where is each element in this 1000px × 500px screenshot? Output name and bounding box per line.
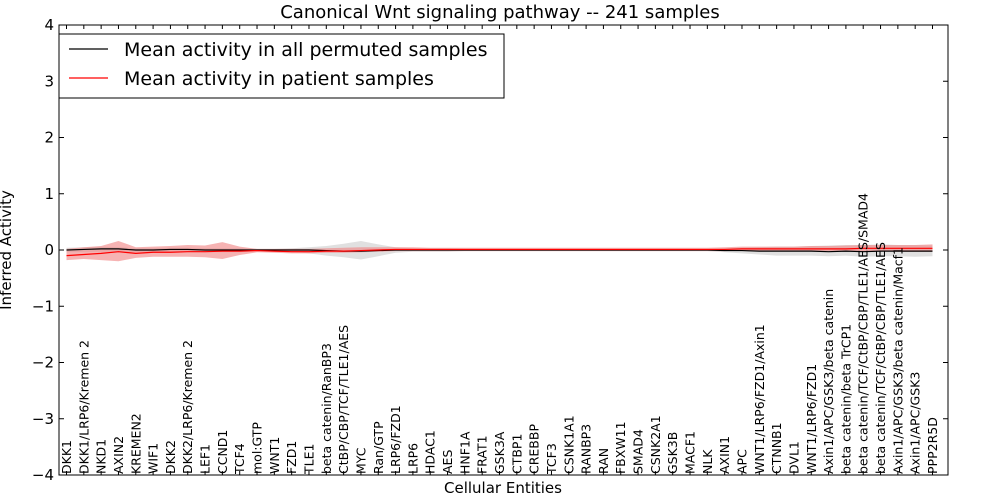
x-axis-ticks: DKK1 DKK1/LRP6/Kremen 2 NKD1 AXIN2 KREMEN2 WI… xyxy=(59,25,940,475)
x-tick-label: MACF1 xyxy=(683,431,698,474)
x-tick-label: AXIN1 xyxy=(717,436,732,474)
x-tick-label: DKK1 xyxy=(59,440,74,474)
legend-box xyxy=(58,33,505,99)
x-tick-label: FBXW11 xyxy=(613,421,628,474)
x-tick-label: HNF1A xyxy=(457,431,472,474)
x-tick-label: AXIN2 xyxy=(111,436,126,474)
x-tick-label: GSK3B xyxy=(665,432,680,474)
x-tick-label: SMAD4 xyxy=(631,429,646,474)
x-tick-label: TCF4 xyxy=(232,443,247,475)
x-tick-label: LRP6 xyxy=(405,443,420,474)
x-tick-label: CTBP1 xyxy=(509,434,524,474)
x-tick-label: RANBP3 xyxy=(579,424,594,474)
x-tick-label: HDAC1 xyxy=(423,430,438,474)
x-tick-label: WNT1 xyxy=(267,437,282,474)
x-tick-label: GSK3A xyxy=(492,431,507,474)
x-tick-label: beta catenin/TCF/CtBP/CBP/TLE1/AES/SMAD4 xyxy=(856,193,871,474)
x-tick-label: beta catenin/RanBP3 xyxy=(319,343,334,474)
x-tick-label: CSNK1A1 xyxy=(561,415,576,474)
x-tick-label: WIF1 xyxy=(146,443,161,474)
x-tick-label: FZD1 xyxy=(284,441,299,474)
x-tick-label: Axin1/APC/GSK3 xyxy=(908,372,923,474)
x-tick-label: LEF1 xyxy=(198,444,213,474)
x-tick-label: DKK2 xyxy=(163,440,178,474)
y-tick-label: 3 xyxy=(44,72,54,90)
x-tick-label: WNT1/LRP6/FZD1/Axin1 xyxy=(752,324,767,474)
x-tick-label: AES xyxy=(440,450,455,474)
x-tick-label: mol:GTP xyxy=(250,422,265,474)
y-axis-title: Inferred Activity xyxy=(0,190,15,310)
x-tick-label: KREMEN2 xyxy=(128,413,143,474)
x-tick-label: APC xyxy=(734,449,749,474)
x-tick-label: NKD1 xyxy=(94,439,109,474)
series-lines xyxy=(66,247,933,257)
x-tick-label: DKK2/LRP6/Kremen 2 xyxy=(180,340,195,474)
legend: Mean activity in all permuted samples Me… xyxy=(58,33,505,99)
x-tick-label: PPP2R5D xyxy=(925,417,940,474)
y-tick-label: 2 xyxy=(44,129,54,147)
x-tick-label: CTNNB1 xyxy=(769,422,784,474)
chart-title: Canonical Wnt signaling pathway -- 241 s… xyxy=(280,2,720,23)
x-tick-label: CCND1 xyxy=(215,430,230,474)
x-tick-label: TCF3 xyxy=(544,443,559,475)
x-tick-label: Axin1/APC/GSK3/beta catenin xyxy=(821,289,836,474)
x-tick-label: DVL1 xyxy=(786,441,801,474)
y-tick-label: 0 xyxy=(44,241,54,259)
x-tick-label: NLK xyxy=(700,449,715,474)
x-tick-label: WNT1/LRP6/FZD1 xyxy=(804,364,819,474)
y-tick-label: 1 xyxy=(44,185,54,203)
legend-entry-permuted: Mean activity in all permuted samples xyxy=(124,39,487,61)
x-tick-label: CSNK2A1 xyxy=(648,415,663,474)
legend-entry-patient: Mean activity in patient samples xyxy=(124,68,434,90)
x-tick-label: CtBP/CBP/TCF/TLE1/AES xyxy=(336,325,351,474)
x-axis-title: Cellular Entities xyxy=(444,479,562,497)
x-tick-label: TLE1 xyxy=(301,444,316,475)
x-tick-label: DKK1/LRP6/Kremen 2 xyxy=(76,340,91,474)
y-tick-label: −2 xyxy=(32,354,54,372)
x-tick-label: beta catenin/beta TrCP1 xyxy=(838,324,853,474)
x-tick-label: MYC xyxy=(353,447,368,474)
x-tick-label: FRAT1 xyxy=(475,435,490,474)
x-tick-label: LRP6/FZD1 xyxy=(388,405,403,474)
x-tick-label: Ran/GTP xyxy=(371,421,386,474)
line-series-1 xyxy=(66,247,933,257)
x-tick-label: Axin1/APC/GSK3/beta catenin/Macf1 xyxy=(890,247,905,474)
y-axis-ticks: −4 −3 −2 −1 0 1 2 3 4 xyxy=(32,16,948,484)
x-tick-label: RAN xyxy=(596,448,611,474)
x-tick-label: CREBBP xyxy=(527,424,542,474)
x-tick-label: beta catenin/TCF/CtBP/CBP/TLE1/AES xyxy=(873,242,888,474)
y-tick-label: −4 xyxy=(32,466,54,484)
y-tick-label: −3 xyxy=(32,410,54,428)
y-tick-label: −1 xyxy=(32,297,54,315)
y-tick-label: 4 xyxy=(44,16,54,34)
